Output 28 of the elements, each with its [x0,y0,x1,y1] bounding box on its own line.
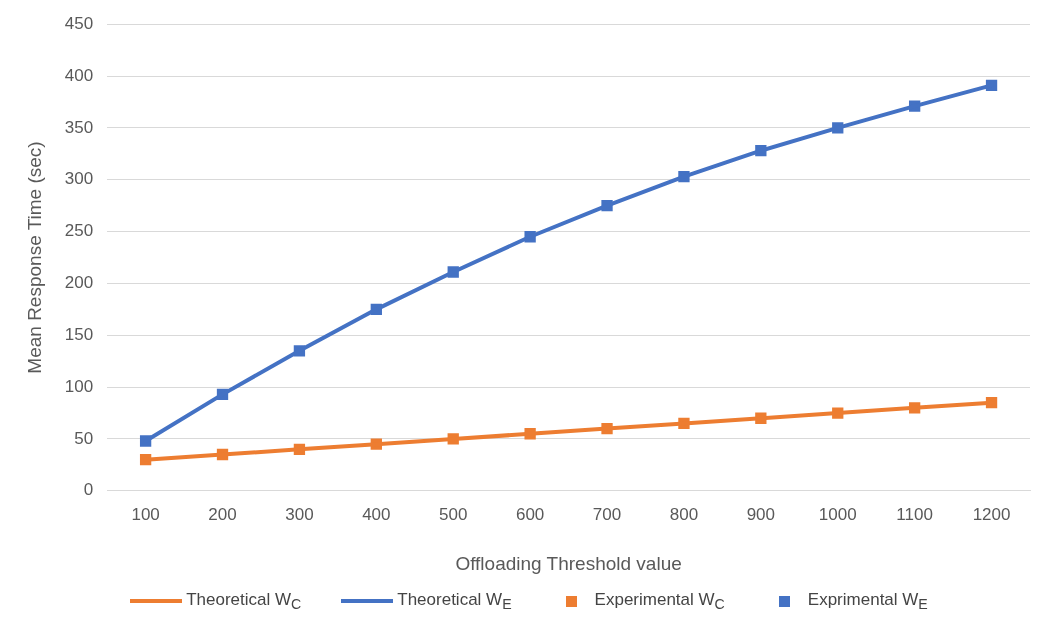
y-tick-label: 0 [83,480,94,500]
x-tick-label: 700 [592,504,622,524]
x-tick-label: 200 [208,504,237,524]
x-tick-label: 1000 [818,504,857,524]
y-tick-label: 400 [64,65,94,85]
x-tick-label: 900 [746,504,776,524]
y-axis-title: Mean Response Time (sec) [23,141,45,374]
x-tick-label: 1200 [972,504,1011,524]
legend-label: Theoretical W$_{C}$ [186,590,302,613]
y-tick-label: 50 [74,428,94,448]
y-tick-label: 250 [64,221,94,241]
y-tick-label: 450 [64,13,94,33]
y-tick-label: 100 [64,376,94,396]
y-tick-label: 350 [64,117,94,137]
x-tick-label: 400 [362,504,391,524]
x-tick-label: 500 [439,504,468,524]
legend-label: Theoretical W$_{E}$ [397,590,512,613]
y-tick-label: 200 [64,273,94,293]
x-tick-label: 800 [669,504,699,524]
x-tick-label: 300 [285,504,314,524]
y-tick-label: 300 [64,169,94,189]
y-tick-label: 150 [64,324,94,344]
legend-label: Exprimental W$_{E}$ [807,590,928,613]
x-axis-title: Offloading Threshold value [455,552,682,574]
x-tick-label: 1100 [896,504,933,524]
x-tick-label: 100 [131,504,160,524]
x-tick-label: 600 [515,504,545,524]
legend-label: Experimental W$_{C}$ [594,590,725,613]
